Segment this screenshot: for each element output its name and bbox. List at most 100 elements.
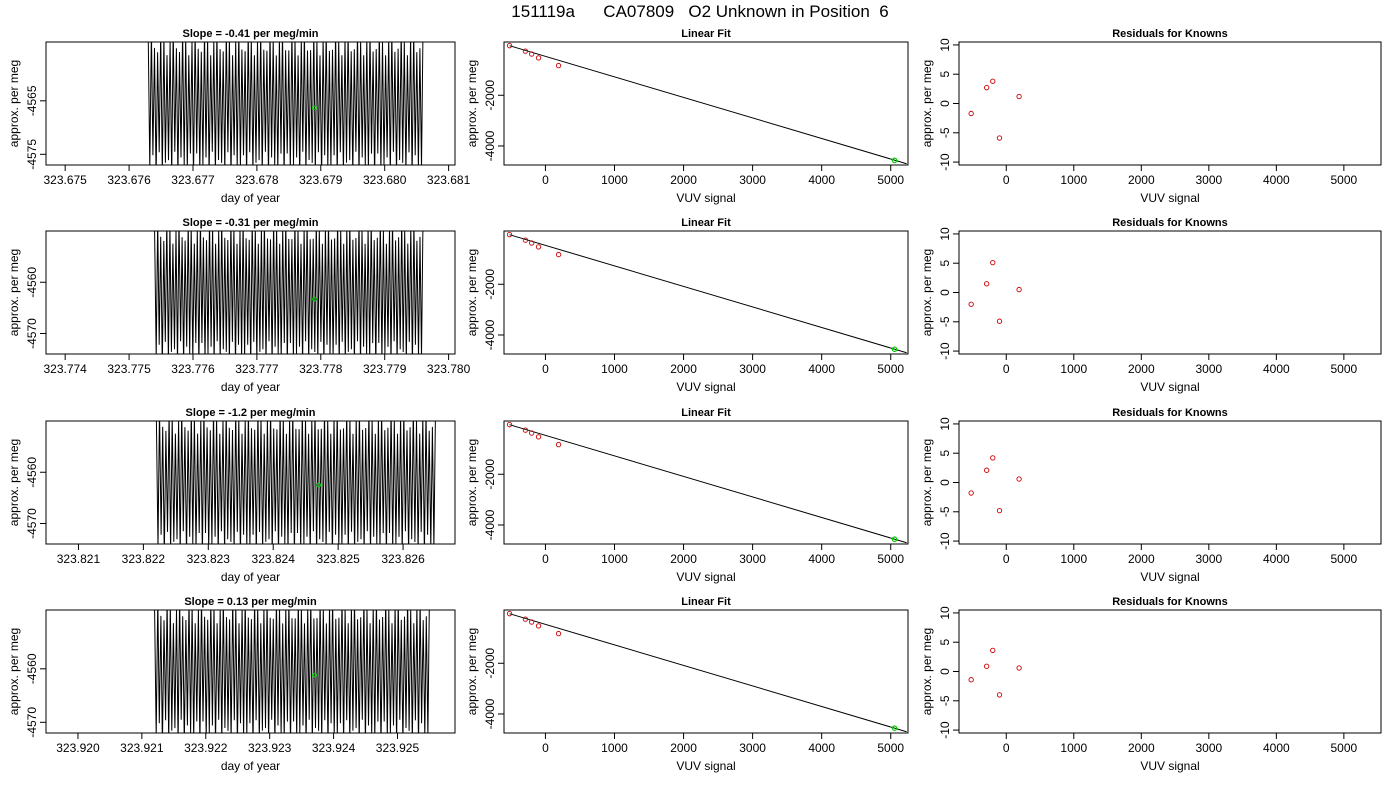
panel-title: Residuals for Knowns bbox=[1112, 28, 1228, 40]
y-tick-label: -4000 bbox=[483, 509, 497, 540]
panel-title: Residuals for Knowns bbox=[1112, 217, 1228, 229]
known-point bbox=[984, 281, 990, 287]
x-tick-label: 1000 bbox=[601, 173, 628, 187]
x-axis-label: VUV signal bbox=[676, 759, 735, 773]
x-tick-label: 323.777 bbox=[235, 362, 279, 376]
known-point bbox=[522, 48, 529, 54]
x-tick-label: 323.925 bbox=[376, 741, 420, 755]
panel-3-1: Linear Fit 0 1000 2000 3000 4000 5000 -2000 -400… bbox=[465, 596, 909, 773]
known-point bbox=[506, 422, 513, 428]
y-axis-label: approx. per meg bbox=[920, 60, 934, 147]
x-tick-label: 4000 bbox=[1263, 362, 1290, 376]
x-tick-label: 0 bbox=[542, 173, 549, 187]
known-point bbox=[984, 85, 990, 91]
x-tick-label: 3000 bbox=[739, 173, 766, 187]
y-tick-label: -5 bbox=[938, 506, 952, 517]
x-tick-label: 2000 bbox=[670, 173, 697, 187]
x-tick-label: 323.779 bbox=[363, 362, 407, 376]
time-series-line bbox=[154, 610, 430, 733]
y-tick-label: -2000 bbox=[483, 269, 497, 300]
y-tick-label: 5 bbox=[938, 639, 952, 646]
x-tick-label: 323.825 bbox=[316, 552, 360, 566]
x-tick-label: 323.924 bbox=[312, 741, 356, 755]
x-tick-label: 5000 bbox=[877, 173, 904, 187]
known-point bbox=[968, 110, 974, 117]
x-tick-label: 5000 bbox=[1331, 362, 1358, 376]
x-axis-label: day of year bbox=[221, 759, 280, 773]
x-tick-label: 4000 bbox=[808, 741, 835, 755]
known-point bbox=[968, 490, 974, 496]
y-axis-label: approx. per meg bbox=[465, 628, 479, 715]
x-tick-label: 0 bbox=[542, 552, 549, 566]
panel-title: Linear Fit bbox=[681, 407, 731, 419]
y-tick-label: -4560 bbox=[25, 457, 39, 488]
x-axis-label: day of year bbox=[221, 380, 280, 394]
y-tick-label: -4570 bbox=[25, 508, 39, 539]
x-tick-label: 1000 bbox=[1060, 173, 1087, 187]
y-tick-label: -2000 bbox=[483, 648, 497, 679]
x-tick-label: 323.921 bbox=[120, 741, 164, 755]
x-tick-label: 5000 bbox=[877, 741, 904, 755]
known-point bbox=[528, 430, 535, 436]
x-tick-label: 323.775 bbox=[107, 362, 151, 376]
x-tick-label: 2000 bbox=[670, 552, 697, 566]
x-tick-label: 0 bbox=[1003, 741, 1010, 755]
y-axis-label: approx. per meg bbox=[920, 439, 934, 526]
known-point bbox=[1016, 286, 1022, 293]
y-axis-label: approx. per meg bbox=[7, 60, 21, 147]
y-tick-label: -10 bbox=[938, 721, 952, 739]
y-axis-label: approx. per meg bbox=[920, 628, 934, 715]
x-tick-label: 1000 bbox=[1060, 552, 1087, 566]
x-tick-label: 0 bbox=[1003, 362, 1010, 376]
x-tick-label: 323.680 bbox=[363, 173, 407, 187]
x-tick-label: 0 bbox=[542, 741, 549, 755]
y-tick-label: -5 bbox=[938, 695, 952, 706]
x-tick-label: 5000 bbox=[877, 362, 904, 376]
panel-title: Slope = -0.31 per meg/min bbox=[182, 217, 318, 229]
y-tick-label: 10 bbox=[938, 606, 952, 620]
y-tick-label: 0 bbox=[938, 289, 952, 296]
panel-2-0: Slope = -1.2 per meg/min 323.821 323.822 32… bbox=[7, 407, 456, 584]
known-point bbox=[528, 51, 535, 57]
x-tick-label: 323.920 bbox=[56, 741, 100, 755]
panel-title: Linear Fit bbox=[681, 596, 731, 608]
unknown-point bbox=[891, 725, 898, 732]
x-tick-label: 1000 bbox=[1060, 362, 1087, 376]
x-tick-label: 323.923 bbox=[248, 741, 292, 755]
x-tick-label: 1000 bbox=[601, 362, 628, 376]
x-tick-label: 323.678 bbox=[235, 173, 279, 187]
panel-0-0: Slope = -0.41 per meg/min 323.675 323.676 3… bbox=[7, 28, 471, 205]
x-tick-label: 323.677 bbox=[171, 173, 215, 187]
x-tick-label: 3000 bbox=[739, 741, 766, 755]
fit-line bbox=[509, 234, 907, 354]
x-axis-label: VUV signal bbox=[1140, 759, 1199, 773]
x-tick-label: 4000 bbox=[1263, 741, 1290, 755]
known-point bbox=[1016, 93, 1022, 100]
x-axis-label: VUV signal bbox=[676, 191, 735, 205]
plot-area bbox=[506, 232, 907, 354]
known-point bbox=[555, 630, 562, 637]
unknown-point bbox=[891, 157, 898, 164]
x-tick-label: 3000 bbox=[1195, 741, 1222, 755]
x-tick-label: 1000 bbox=[601, 741, 628, 755]
plot-area bbox=[968, 78, 1022, 141]
unknown-marker-point bbox=[312, 296, 317, 302]
y-axis-label: approx. per meg bbox=[7, 249, 21, 336]
x-tick-label: 323.824 bbox=[252, 552, 296, 566]
panel-1-0: Slope = -0.31 per meg/min 323.774 323.775 3… bbox=[7, 217, 471, 394]
x-tick-label: 323.679 bbox=[299, 173, 343, 187]
y-axis-label: approx. per meg bbox=[7, 628, 21, 715]
plot-area bbox=[506, 422, 907, 544]
known-point bbox=[996, 318, 1003, 324]
unknown-marker-point bbox=[312, 672, 317, 678]
x-tick-label: 323.822 bbox=[122, 552, 166, 566]
y-axis-label: approx. per meg bbox=[465, 60, 479, 147]
known-point bbox=[522, 427, 529, 433]
x-tick-label: 2000 bbox=[1128, 362, 1155, 376]
known-point bbox=[535, 55, 542, 61]
x-tick-label: 3000 bbox=[1195, 362, 1222, 376]
known-point bbox=[984, 467, 990, 473]
y-tick-label: -2000 bbox=[483, 80, 497, 111]
y-tick-label: 0 bbox=[938, 100, 952, 107]
